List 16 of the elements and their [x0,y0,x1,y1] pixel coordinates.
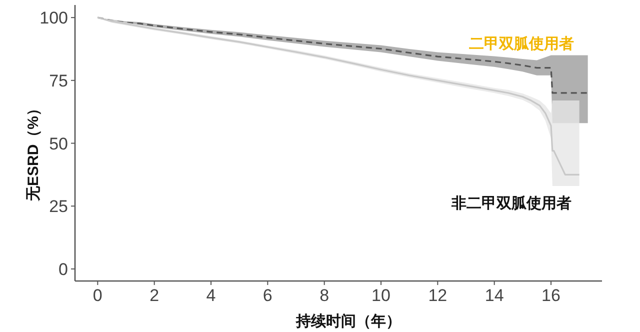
y-tick-label: 0 [58,260,68,279]
x-tick-label: 0 [92,286,102,305]
y-tick-label: 25 [49,197,68,216]
x-tick-label: 6 [262,286,272,305]
x-tick-label: 10 [372,286,390,305]
x-tick-label: 16 [542,286,560,305]
x-tick-label: 2 [150,286,160,305]
x-tick-label: 8 [320,286,330,305]
y-tick-label: 100 [40,8,68,28]
x-tick-label: 14 [484,286,504,305]
y-tick-label: 50 [49,134,68,154]
y-tick-label: 75 [49,71,68,90]
x-tick-label: 4 [206,286,216,305]
x-tick-label: 12 [428,286,448,305]
x-axis-title: 持续时间（年） [295,313,401,330]
y-axis-title: 无ESRD（%） [25,100,42,202]
